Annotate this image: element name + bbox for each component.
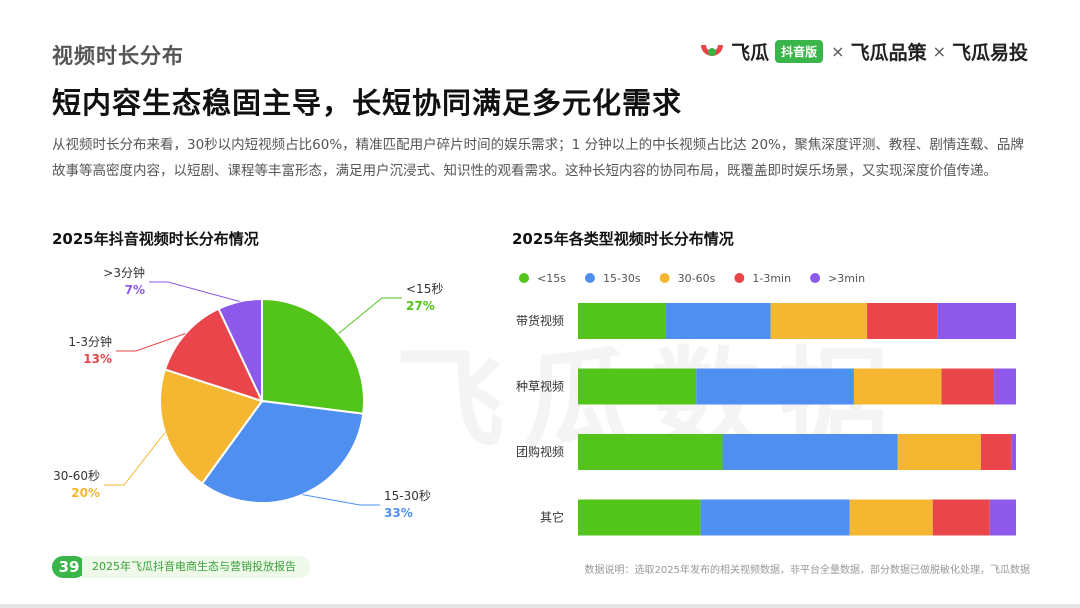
legend-label: >3min (828, 272, 865, 285)
footer: 39 2025年飞瓜抖音电商生态与营销投放报告 (52, 556, 310, 578)
bar-chart-title: 2025年各类型视频时长分布情况 (512, 230, 734, 248)
bar-segment (937, 303, 1016, 339)
pie-chart-title: 2025年抖音视频时长分布情况 (52, 230, 259, 248)
legend-label: <15s (537, 272, 566, 285)
bar-segment (849, 499, 933, 536)
brand-name-yitou: 飞瓜易投 (951, 41, 1028, 64)
bar-segment (932, 499, 990, 536)
pie-leader-line (104, 432, 166, 486)
pie-leader-line (149, 281, 240, 302)
bar-segment (994, 368, 1016, 405)
category-label: 种草视频 (516, 379, 564, 394)
bottom-divider (0, 604, 1080, 608)
pie-slice-percent: 27% (406, 299, 435, 313)
pie-slice-percent: 13% (83, 352, 112, 366)
page-title: 短内容生态稳固主导，长短协同满足多元化需求 (52, 86, 683, 120)
pie-slice-percent: 20% (71, 486, 100, 500)
legend-label: 15-30s (603, 272, 641, 285)
pie-slice-label: >3分钟 (103, 265, 145, 280)
pie-slice-label: <15秒 (406, 282, 443, 296)
legend-swatch (734, 273, 745, 283)
brand-name-pince: 飞瓜品策 (850, 41, 927, 64)
pie-slice (217, 297, 263, 402)
bar-segment (578, 368, 697, 405)
pie-chart: <15秒 27% 15-30秒 33% 30-60秒 20% 1-3分钟 13% >3分钟 7% (53, 265, 443, 520)
bar-segment (770, 303, 868, 339)
bar-segment (853, 368, 942, 405)
brand-separator: × (932, 41, 946, 61)
intro-paragraph: 从视频时长分布来看，30秒以内短视频占比60%，精准匹配用户碎片时间的娱乐需求；… (52, 137, 1024, 179)
pie-slice-label: 1-3分钟 (68, 334, 112, 349)
pie-slice-label: 30-60秒 (53, 469, 100, 483)
pie-leader-line (302, 494, 380, 506)
bar-segment (578, 434, 723, 470)
pie-slice-label: 15-30秒 (384, 489, 431, 503)
bar-segment (897, 434, 981, 470)
page-number: 39 (52, 556, 86, 578)
bar-segment (700, 499, 850, 536)
feigua-logo-icon (701, 45, 724, 56)
bar-segment (989, 499, 1016, 536)
bar-segment (665, 303, 771, 339)
legend-label: 30-60s (678, 272, 716, 285)
section-label: 视频时长分布 (52, 44, 184, 68)
pie-leader-line (338, 297, 402, 334)
bar-segment (696, 368, 854, 405)
pie-slice-percent: 7% (125, 283, 145, 297)
category-label: 其它 (540, 510, 564, 525)
legend-swatch (519, 273, 529, 283)
legend-label: 1-3min (752, 272, 791, 285)
bar-segment (867, 303, 938, 339)
brand-badge: 抖音版 (775, 39, 824, 63)
pie-slice (261, 297, 365, 415)
brand-name-feigua: 飞瓜 (731, 41, 770, 64)
category-label: 团购视频 (516, 444, 564, 459)
stacked-bar-chart: <15s 15-30s 30-60s 1-3min >3min 带货视频种草视频团购视频其… (516, 272, 1016, 536)
bar-segment (980, 434, 1012, 470)
brand-separator: × (831, 41, 845, 61)
legend-swatch (810, 273, 821, 283)
legend-swatch (584, 273, 595, 283)
bar-segment (578, 499, 701, 536)
bar-segment (1011, 434, 1016, 470)
category-label: 带货视频 (516, 313, 564, 328)
legend-swatch (659, 273, 670, 283)
data-note: 数据说明：选取2025年发布的相关视频数据，非平台全量数据，部分数据已做脱敏化处… (584, 565, 1030, 576)
bar-segment (941, 368, 995, 405)
pie-slice-percent: 33% (384, 506, 413, 520)
bar-segment (578, 303, 666, 339)
bar-segment (722, 434, 898, 470)
pie-leader-line (116, 333, 186, 352)
report-title: 2025年飞瓜抖音电商生态与营销投放报告 (82, 556, 310, 578)
brand-logos: 飞瓜 抖音版 × 飞瓜品策 × 飞瓜易投 (697, 36, 1028, 66)
